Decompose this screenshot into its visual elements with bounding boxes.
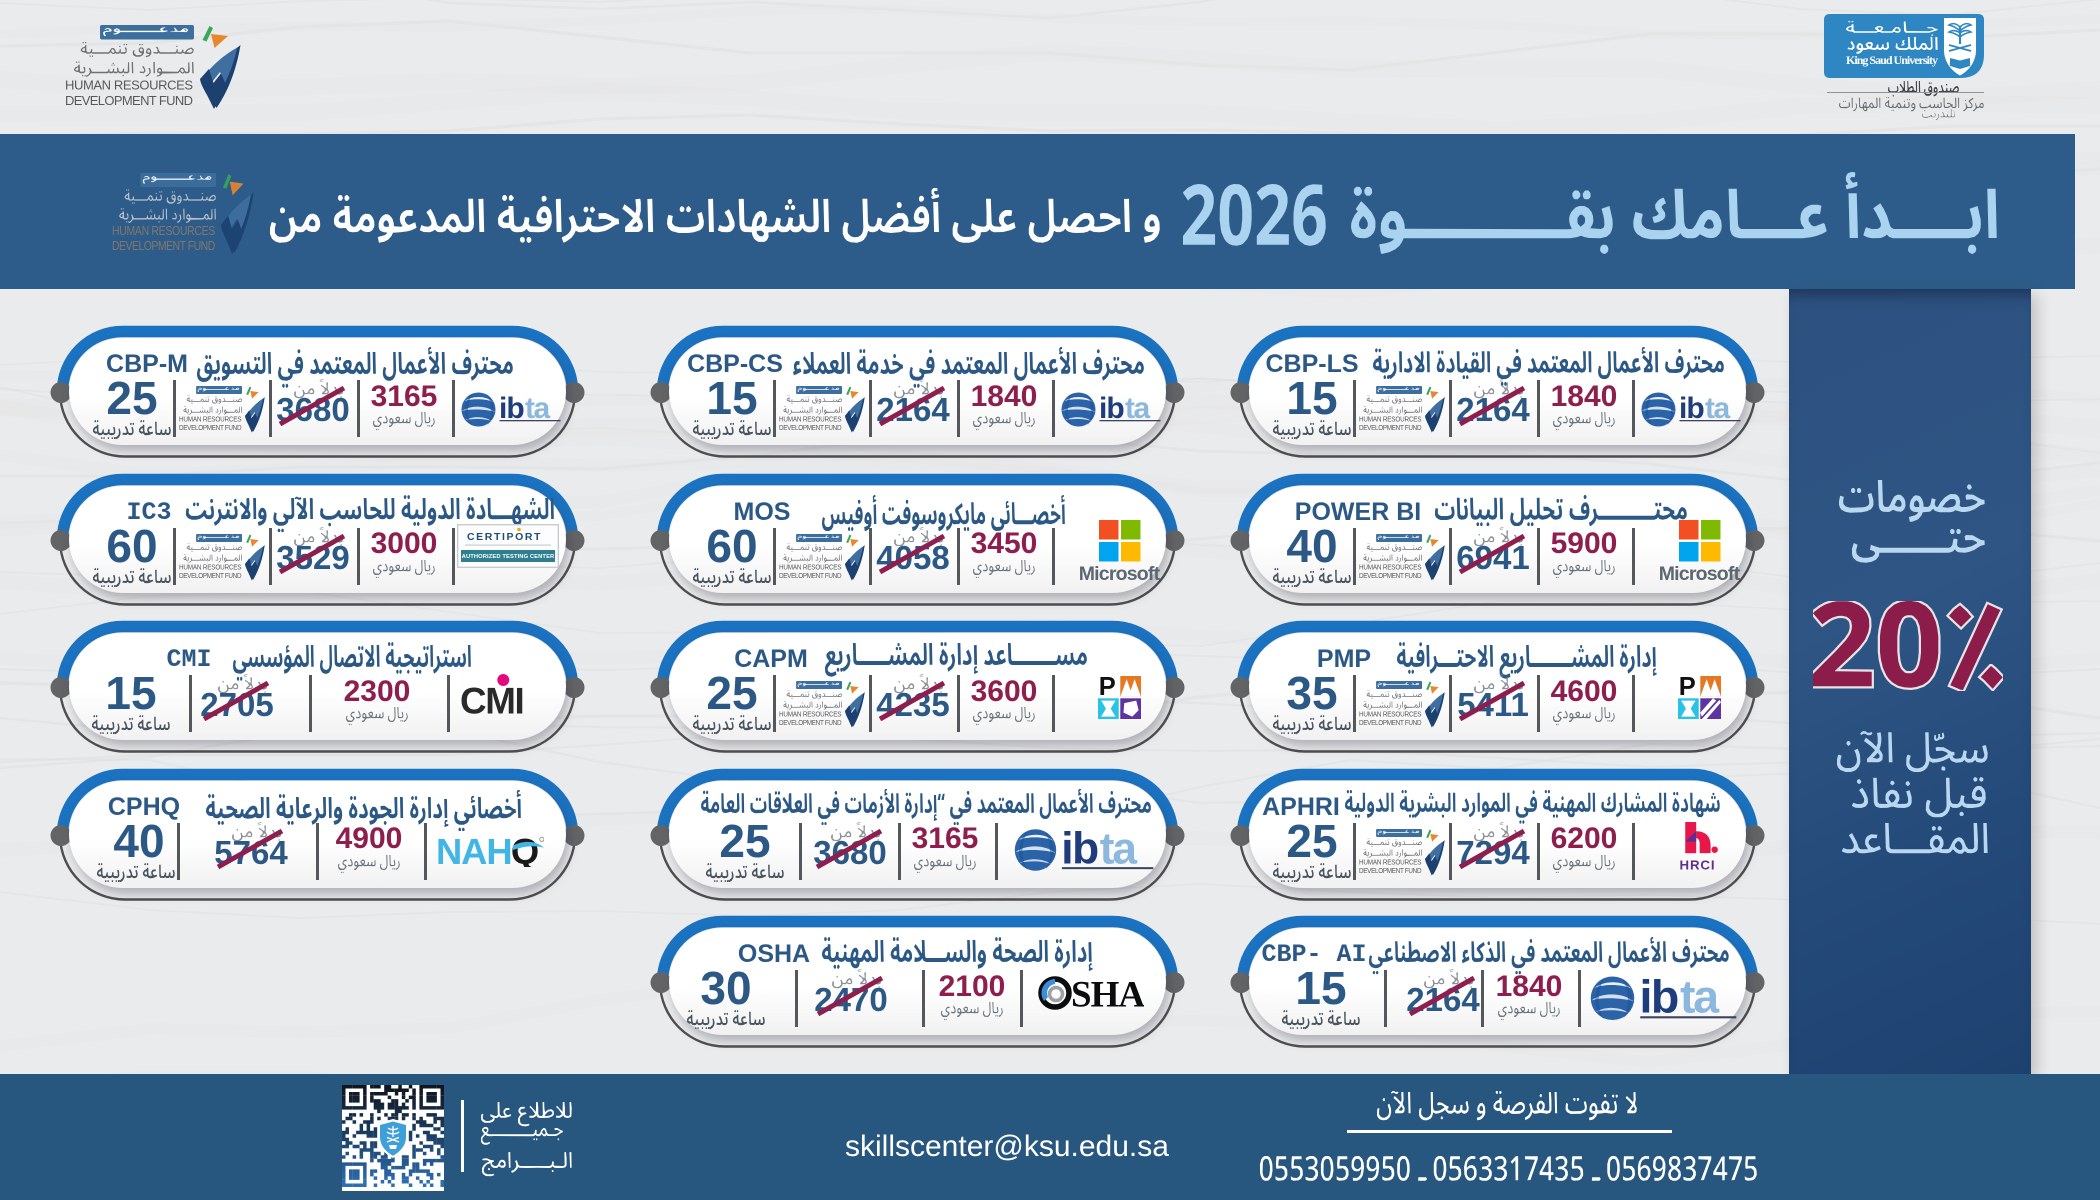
svg-text:HUMAN RESOURCES: HUMAN RESOURCES [1359,416,1422,423]
svg-text:HUMAN RESOURCES: HUMAN RESOURCES [112,225,216,238]
svg-text:DEVELOPMENT FUND: DEVELOPMENT FUND [65,93,193,108]
svg-text:HUMAN RESOURCES: HUMAN RESOURCES [1359,859,1422,866]
svg-text:HUMAN RESOURCES: HUMAN RESOURCES [65,78,193,93]
svg-text:HUMAN RESOURCES: HUMAN RESOURCES [779,416,842,423]
svg-text:ib: ib [1061,825,1098,874]
svg-text:AUTHORIZED TESTING CENTER: AUTHORIZED TESTING CENTER [462,554,555,560]
svg-text:Microsoft: Microsoft [1079,563,1161,584]
svg-text:NAH: NAH [436,835,512,867]
svg-text:DEVELOPMENT FUND: DEVELOPMENT FUND [1359,572,1422,579]
svg-text:HUMAN RESOURCES: HUMAN RESOURCES [779,564,842,571]
svg-text:Microsoft: Microsoft [1659,563,1741,584]
svg-text:P: P [1099,676,1116,701]
svg-text:CMI: CMI [460,681,523,716]
svg-text:DEVELOPMENT FUND: DEVELOPMENT FUND [179,572,242,579]
svg-text:ib: ib [1679,392,1704,425]
svg-text:HRCI: HRCI [1679,857,1715,870]
svg-text:DEVELOPMENT FUND: DEVELOPMENT FUND [779,425,842,432]
svg-text:DEVELOPMENT FUND: DEVELOPMENT FUND [179,425,242,432]
svg-text:ib: ib [1099,392,1124,425]
svg-text:DEVELOPMENT FUND: DEVELOPMENT FUND [1359,867,1422,874]
svg-text:HUMAN RESOURCES: HUMAN RESOURCES [1359,564,1422,571]
svg-text:HUMAN RESOURCES: HUMAN RESOURCES [1359,711,1422,718]
svg-text:SHA: SHA [1071,975,1144,1012]
svg-text:HUMAN RESOURCES: HUMAN RESOURCES [179,416,242,423]
svg-text:CERTIPORT: CERTIPORT [467,531,542,543]
svg-text:Q: Q [511,835,539,867]
svg-text:ib: ib [1640,972,1678,1023]
svg-text:ta: ta [1705,392,1730,425]
svg-text:ib: ib [499,392,524,425]
svg-text:ta: ta [1100,825,1138,874]
svg-text:ta: ta [1125,392,1150,425]
svg-text:DEVELOPMENT FUND: DEVELOPMENT FUND [779,720,842,727]
svg-text:King Saud University: King Saud University [1846,53,1938,67]
svg-text:DEVELOPMENT FUND: DEVELOPMENT FUND [779,572,842,579]
svg-text:DEVELOPMENT FUND: DEVELOPMENT FUND [112,240,215,253]
svg-text:HUMAN RESOURCES: HUMAN RESOURCES [779,711,842,718]
svg-text:P: P [1679,676,1696,701]
svg-text:ta: ta [525,392,550,425]
svg-text:HUMAN RESOURCES: HUMAN RESOURCES [179,564,242,571]
svg-text:ta: ta [1680,972,1720,1023]
svg-text:DEVELOPMENT FUND: DEVELOPMENT FUND [1359,720,1422,727]
svg-text:DEVELOPMENT FUND: DEVELOPMENT FUND [1359,425,1422,432]
